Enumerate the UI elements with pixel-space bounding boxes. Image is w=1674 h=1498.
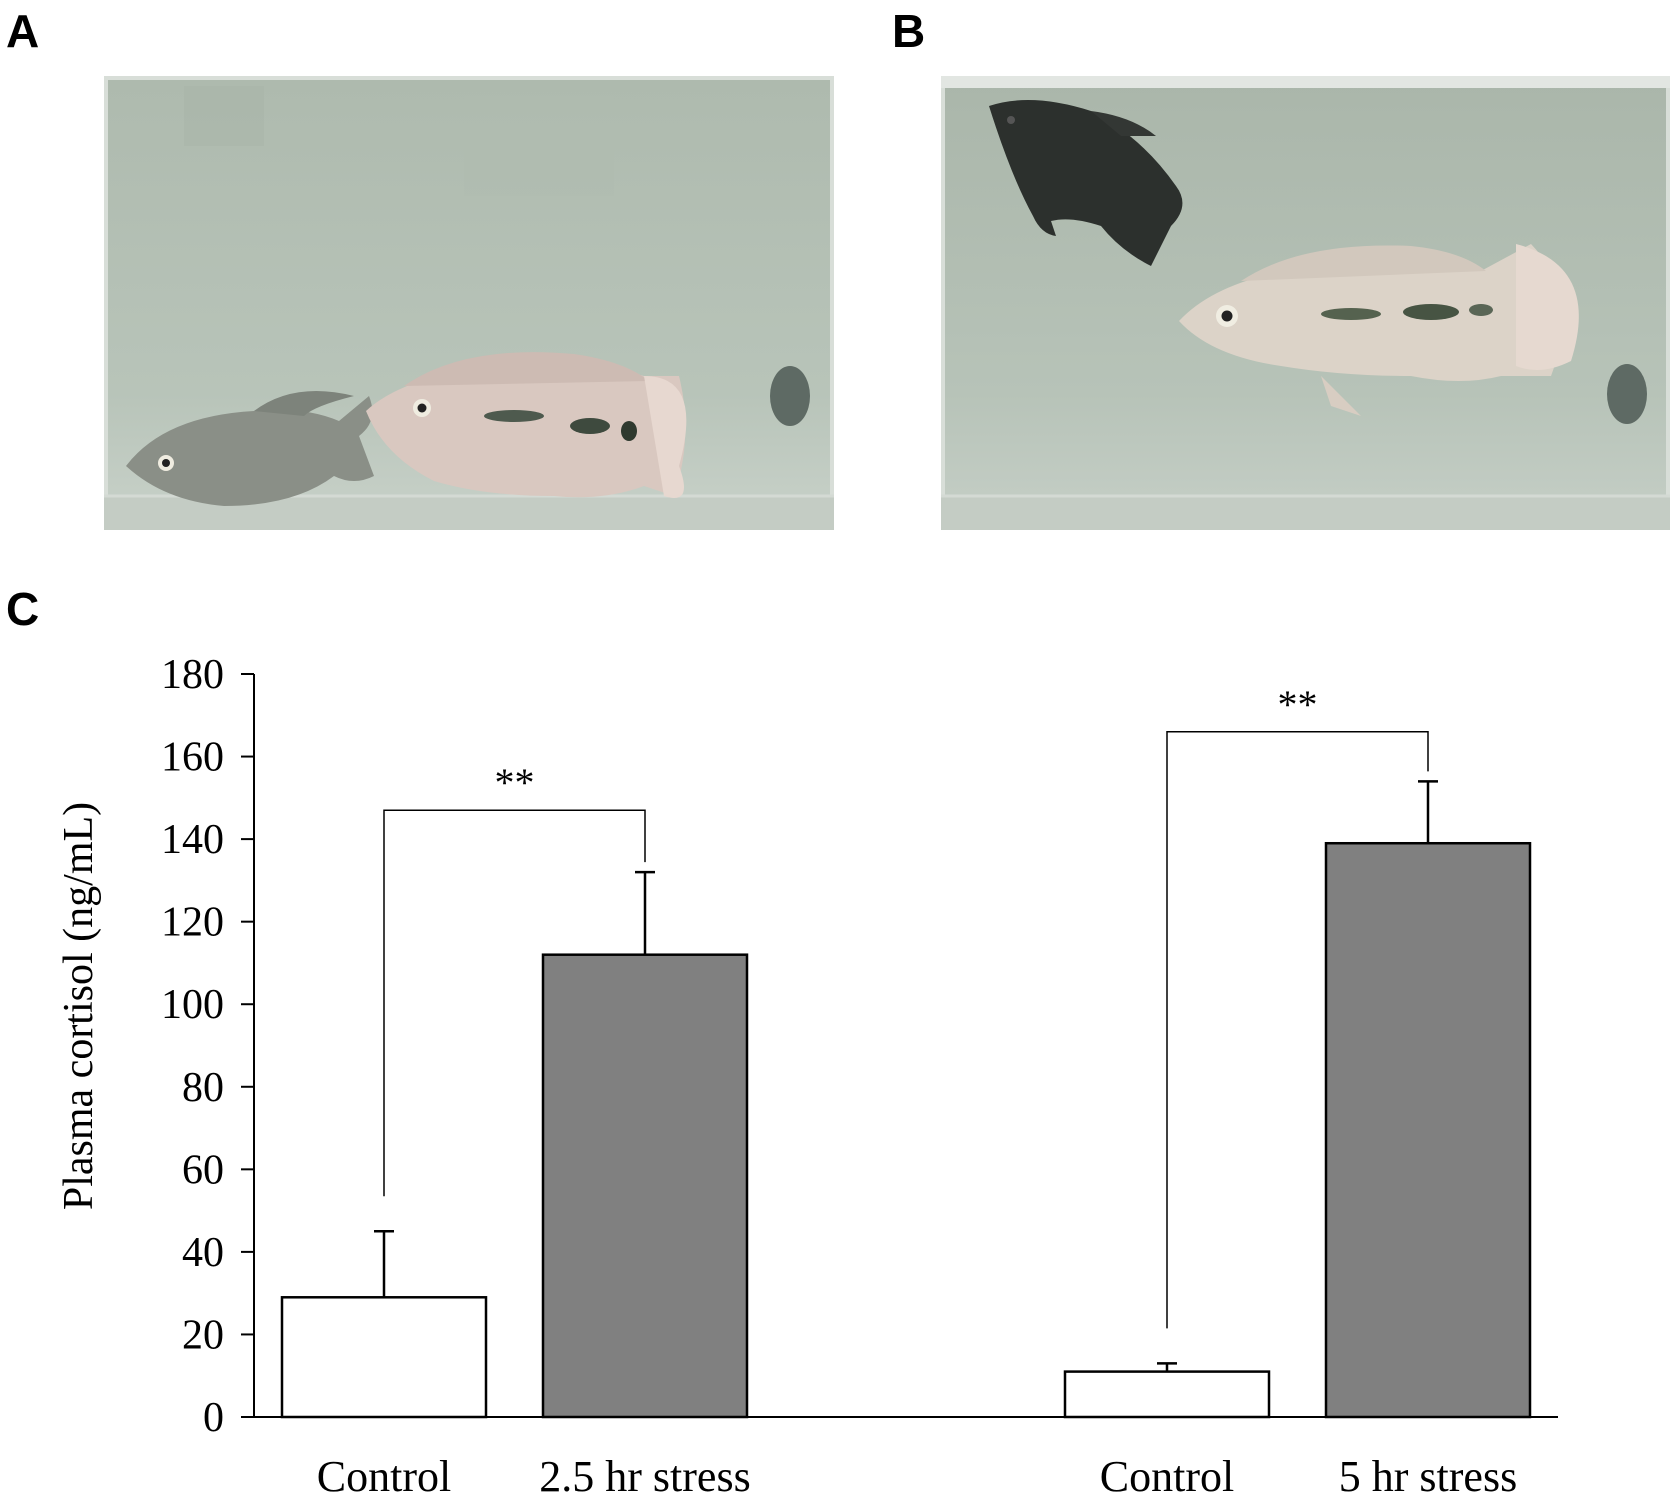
panel-label-b: B <box>892 5 926 57</box>
bars-group <box>280 841 1532 1419</box>
tank-drain <box>1607 364 1647 424</box>
y-tick-label: 0 <box>203 1395 224 1441</box>
x-axis-labels: Control 2.5 hr stress Control 5 hr stress <box>317 1452 1517 1498</box>
y-tick-label: 40 <box>182 1230 224 1276</box>
tank-drain <box>770 366 810 426</box>
y-tick-label: 60 <box>182 1147 224 1193</box>
photo-panel-b <box>941 76 1670 530</box>
significance-bracket <box>1166 731 1429 1329</box>
y-tick-label: 160 <box>161 735 224 781</box>
x-category-label: Control <box>1100 1452 1234 1498</box>
fish-small-pale <box>126 391 374 506</box>
fish-dark <box>989 100 1183 266</box>
fish-large-pale-b <box>1179 244 1579 416</box>
x-category-label: Control <box>317 1452 451 1498</box>
bar <box>541 953 749 1419</box>
tank-photo-a <box>104 76 834 530</box>
significance-group: ** ** <box>383 682 1429 1329</box>
y-tick-label: 140 <box>161 817 224 863</box>
significance-label: ** <box>495 760 535 805</box>
y-axis-label: Plasma cortisol (ng/mL) <box>56 802 102 1210</box>
x-category-label: 5 hr stress <box>1339 1452 1517 1498</box>
photo-panel-a <box>104 76 834 530</box>
bar <box>280 1296 488 1419</box>
y-axis-ticks: 0 20 40 60 80 100 120 140 160 180 <box>161 652 254 1441</box>
bar <box>1063 1370 1271 1419</box>
x-category-label: 2.5 hr stress <box>539 1452 750 1498</box>
panel-label-a: A <box>6 5 40 57</box>
y-tick-label: 80 <box>182 1065 224 1111</box>
y-tick-label: 20 <box>182 1312 224 1358</box>
significance-label: ** <box>1278 682 1318 727</box>
error-bars-group <box>374 780 1438 1372</box>
y-tick-label: 120 <box>161 900 224 946</box>
fish-large-pale <box>366 352 687 498</box>
y-tick-label: 100 <box>161 982 224 1028</box>
significance-bracket <box>383 809 646 1197</box>
y-tick-label: 180 <box>161 652 224 698</box>
tank-photo-b <box>941 76 1670 530</box>
panel-label-c: C <box>6 583 40 635</box>
bar <box>1324 841 1532 1419</box>
